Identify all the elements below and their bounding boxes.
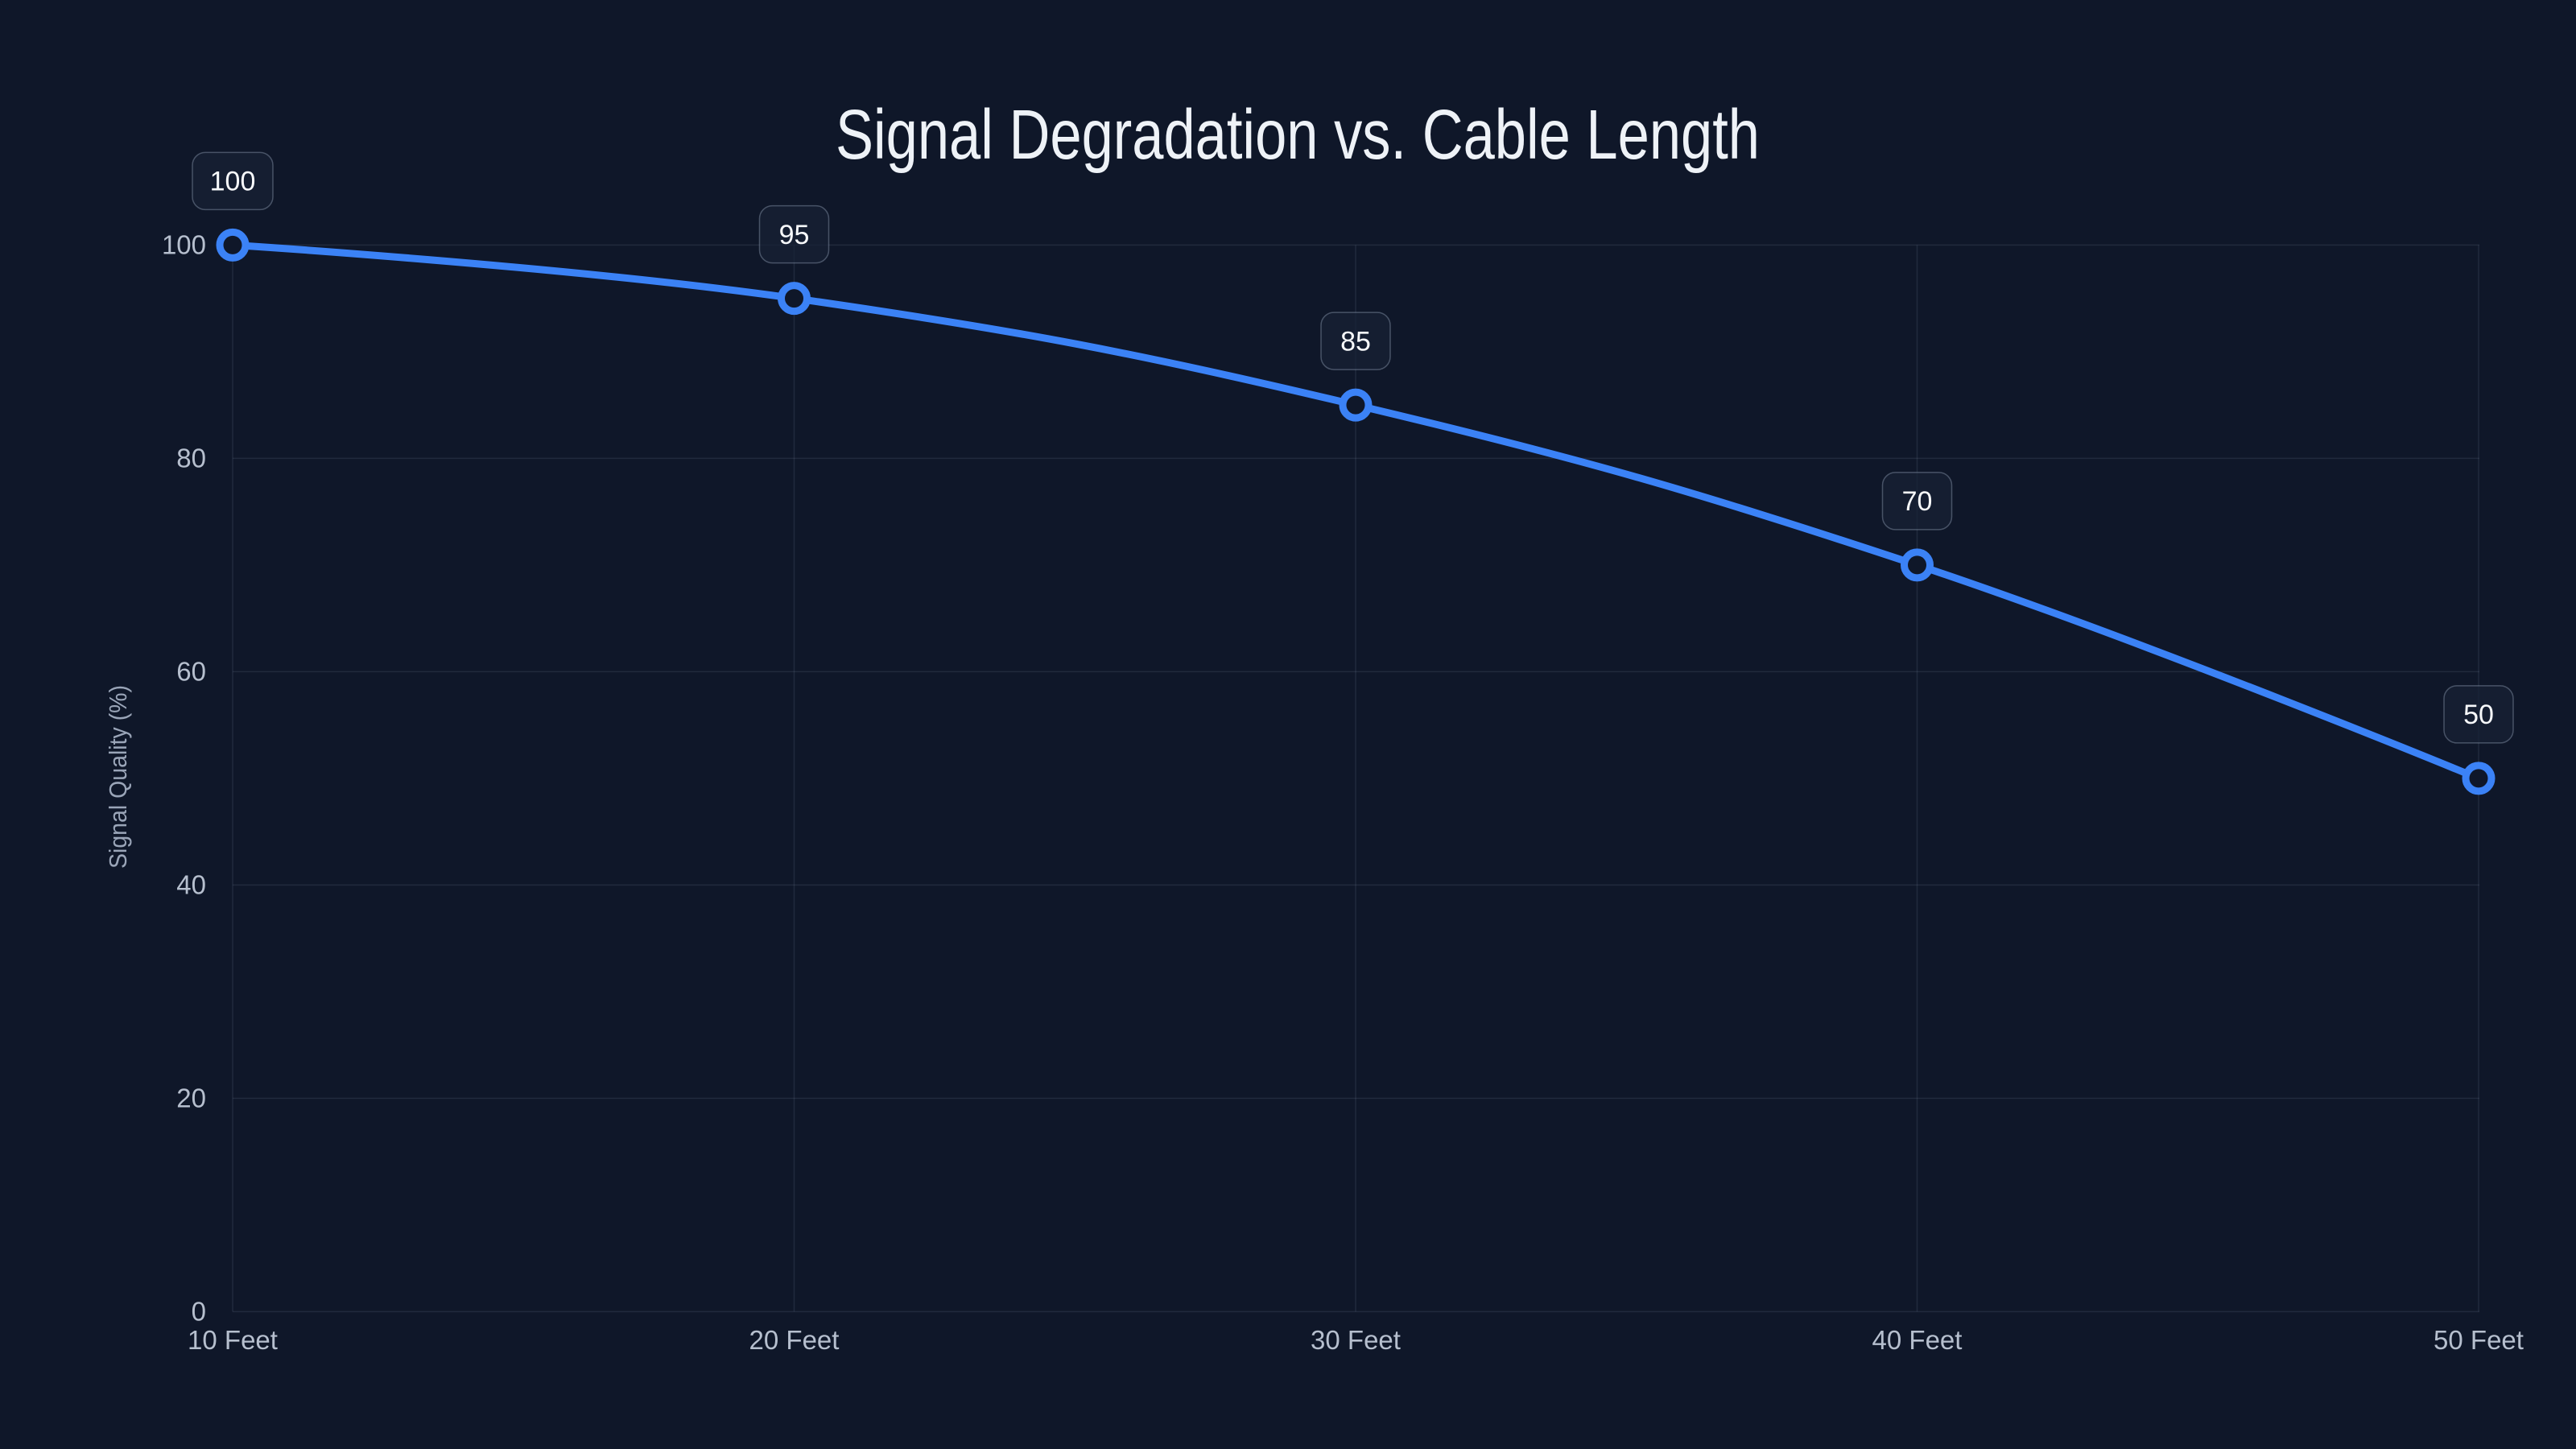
- svg-text:100: 100: [162, 230, 206, 260]
- svg-text:40 Feet: 40 Feet: [1872, 1325, 1963, 1355]
- svg-text:60: 60: [176, 657, 206, 687]
- svg-text:95: 95: [779, 220, 810, 250]
- svg-text:40: 40: [176, 870, 206, 900]
- svg-text:50: 50: [2463, 700, 2494, 730]
- svg-text:20 Feet: 20 Feet: [749, 1325, 840, 1355]
- svg-text:20: 20: [176, 1084, 206, 1113]
- svg-text:100: 100: [210, 167, 256, 197]
- svg-text:0: 0: [192, 1297, 206, 1327]
- svg-text:80: 80: [176, 444, 206, 473]
- svg-text:Signal Degradation vs. Cable L: Signal Degradation vs. Cable Length: [836, 96, 1760, 174]
- svg-text:Signal Quality (%): Signal Quality (%): [104, 685, 132, 869]
- svg-text:85: 85: [1340, 326, 1371, 357]
- svg-text:70: 70: [1902, 486, 1933, 517]
- svg-text:30 Feet: 30 Feet: [1311, 1325, 1401, 1355]
- svg-text:10 Feet: 10 Feet: [188, 1325, 278, 1355]
- svg-text:50 Feet: 50 Feet: [2434, 1325, 2524, 1355]
